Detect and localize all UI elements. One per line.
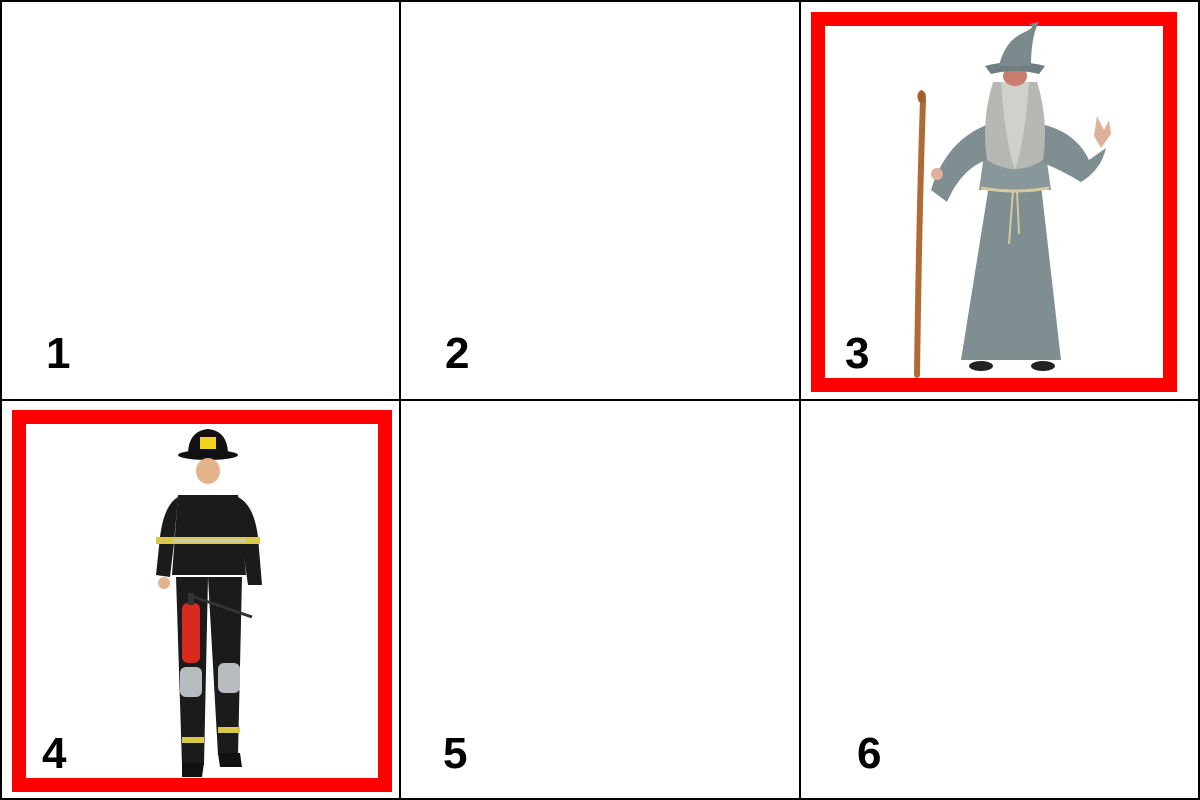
tile-4[interactable]: 4 [0, 399, 401, 800]
tile-number: 4 [42, 729, 67, 778]
tile-number: 2 [445, 329, 470, 378]
tile-5[interactable]: 5 [399, 399, 801, 800]
tile-2[interactable]: 2 [399, 0, 801, 401]
tile-number: 6 [857, 729, 882, 778]
tile-number: 1 [46, 329, 71, 378]
tile-3[interactable]: 3 [799, 0, 1200, 401]
tile-number: 3 [845, 329, 870, 378]
firefighter-costume-image [156, 429, 262, 777]
wizard-costume-image [914, 22, 1111, 378]
tile-number: 5 [443, 729, 468, 778]
tile-1[interactable]: 1 [0, 0, 401, 401]
tile-6[interactable]: 6 [799, 399, 1200, 800]
